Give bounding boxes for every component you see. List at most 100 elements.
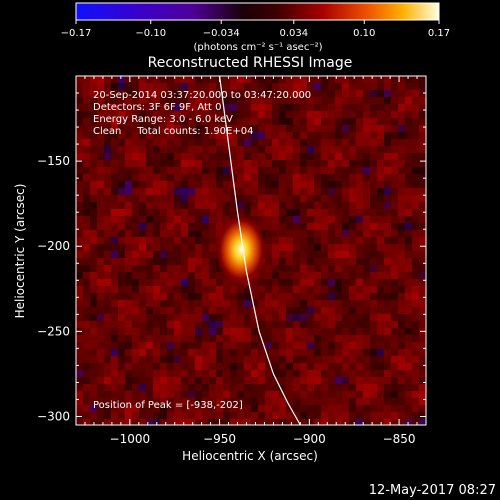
heatmap-cell — [412, 272, 419, 279]
heatmap-cell — [125, 125, 132, 132]
heatmap-cell — [146, 342, 153, 349]
heatmap-cell — [139, 412, 146, 419]
heatmap-cell — [356, 104, 363, 111]
heatmap-cell — [349, 202, 356, 209]
heatmap-cell — [321, 419, 328, 425]
heatmap-cell — [251, 202, 258, 209]
heatmap-cell — [405, 83, 412, 90]
heatmap-cell — [398, 335, 405, 342]
heatmap-cell — [195, 412, 202, 419]
heatmap-cell — [377, 272, 384, 279]
heatmap-cell — [335, 83, 342, 90]
heatmap-cell — [377, 90, 384, 97]
heatmap-cell — [419, 160, 426, 167]
heatmap-cell — [314, 300, 321, 307]
heatmap-cell — [279, 223, 286, 230]
heatmap-cell — [398, 181, 405, 188]
heatmap-cell — [279, 265, 286, 272]
heatmap-cell — [209, 251, 216, 258]
heatmap-cell — [279, 412, 286, 419]
heatmap-cell — [104, 363, 111, 370]
heatmap-cell — [384, 139, 391, 146]
heatmap-cell — [307, 188, 314, 195]
heatmap-cell — [370, 314, 377, 321]
heatmap-cell — [97, 286, 104, 293]
heatmap-cell — [104, 377, 111, 384]
heatmap-cell — [132, 335, 139, 342]
heatmap-cell — [153, 181, 160, 188]
heatmap-cell — [384, 300, 391, 307]
heatmap-cell — [314, 209, 321, 216]
heatmap-cell — [125, 237, 132, 244]
heatmap-cell — [223, 321, 230, 328]
heatmap-cell — [188, 265, 195, 272]
heatmap-cell — [146, 90, 153, 97]
heatmap-cell — [118, 132, 125, 139]
y-tick-label: −300 — [37, 409, 70, 423]
heatmap-cell — [76, 300, 83, 307]
heatmap-cell — [384, 293, 391, 300]
heatmap-cell — [188, 356, 195, 363]
heatmap-cell — [223, 132, 230, 139]
heatmap-cell — [139, 251, 146, 258]
heatmap-cell — [230, 202, 237, 209]
heatmap-cell — [328, 377, 335, 384]
footer-timestamp: 12-May-2017 08:27 — [369, 483, 496, 498]
heatmap-cell — [328, 97, 335, 104]
heatmap-cell — [139, 244, 146, 251]
heatmap-cell — [160, 125, 167, 132]
heatmap-cell — [272, 209, 279, 216]
heatmap-cell — [370, 307, 377, 314]
heatmap-cell — [391, 90, 398, 97]
heatmap-cell — [132, 251, 139, 258]
heatmap-cell — [209, 419, 216, 425]
heatmap-cell — [363, 209, 370, 216]
heatmap-cell — [111, 384, 118, 391]
heatmap-cell — [293, 335, 300, 342]
heatmap-cell — [412, 174, 419, 181]
heatmap-cell — [209, 118, 216, 125]
heatmap-cell — [342, 209, 349, 216]
heatmap-cell — [321, 146, 328, 153]
heatmap-cell — [167, 167, 174, 174]
heatmap-cell — [97, 139, 104, 146]
heatmap-cell — [265, 216, 272, 223]
heatmap-cell — [307, 160, 314, 167]
heatmap-cell — [370, 391, 377, 398]
heatmap-cell — [244, 139, 251, 146]
heatmap-cell — [384, 314, 391, 321]
heatmap-cell — [132, 230, 139, 237]
heatmap-cell — [258, 391, 265, 398]
heatmap-cell — [230, 300, 237, 307]
heatmap-cell — [83, 174, 90, 181]
heatmap-cell — [209, 265, 216, 272]
heatmap-cell — [230, 195, 237, 202]
heatmap-cell — [216, 216, 223, 223]
heatmap-cell — [258, 181, 265, 188]
heatmap-cell — [356, 272, 363, 279]
heatmap-cell — [125, 174, 132, 181]
heatmap-cell — [349, 419, 356, 425]
heatmap-cell — [174, 195, 181, 202]
heatmap-cell — [363, 83, 370, 90]
heatmap-cell — [307, 335, 314, 342]
heatmap-cell — [195, 153, 202, 160]
heatmap-cell — [202, 328, 209, 335]
heatmap-cell — [188, 174, 195, 181]
heatmap-cell — [76, 167, 83, 174]
heatmap-cell — [398, 377, 405, 384]
heatmap-cell — [125, 356, 132, 363]
heatmap-cell — [258, 139, 265, 146]
heatmap-cell — [104, 90, 111, 97]
heatmap-cell — [90, 160, 97, 167]
heatmap-cell — [195, 356, 202, 363]
heatmap-cell — [328, 370, 335, 377]
heatmap-cell — [223, 314, 230, 321]
heatmap-cell — [90, 188, 97, 195]
heatmap-cell — [97, 146, 104, 153]
heatmap-cell — [97, 398, 104, 405]
heatmap-cell — [293, 160, 300, 167]
heatmap-cell — [363, 118, 370, 125]
heatmap-cell — [300, 244, 307, 251]
heatmap-cell — [279, 97, 286, 104]
